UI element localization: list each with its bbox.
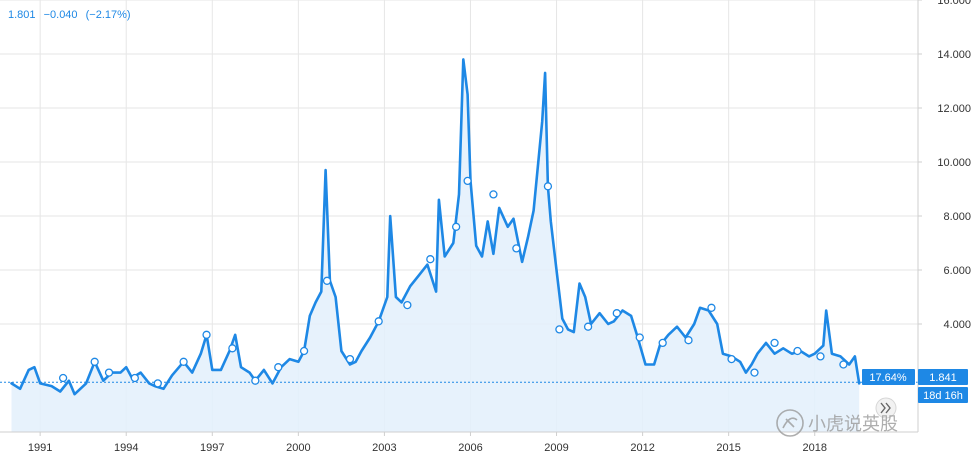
data-marker bbox=[104, 368, 114, 377]
data-marker bbox=[251, 376, 260, 385]
x-tick-label: 1997 bbox=[200, 442, 224, 454]
y-tick-label: 4.000 bbox=[943, 319, 971, 331]
y-tick-label: 10.000 bbox=[937, 157, 971, 169]
data-marker bbox=[635, 333, 644, 342]
y-tick-label: 8.000 bbox=[943, 211, 971, 223]
data-marker bbox=[374, 317, 383, 326]
y-tick-label: 16.000 bbox=[937, 0, 971, 7]
legend: 1.801 −0.040 (−2.17%) bbox=[8, 9, 131, 21]
tiger-paw-icon bbox=[782, 417, 798, 429]
data-marker bbox=[130, 373, 139, 383]
x-axis-ticks: 1991 1994 1997 2000 2003 2006 2009 2012 2015 2018 bbox=[28, 432, 827, 454]
data-marker bbox=[816, 352, 825, 361]
countdown-badge: 18d 16h bbox=[918, 387, 968, 403]
x-tick-label: 1991 bbox=[28, 442, 52, 454]
data-marker bbox=[555, 325, 564, 334]
x-tick-label: 2015 bbox=[716, 442, 740, 454]
pct-badge: 17.64% bbox=[862, 369, 915, 385]
y-axis-ticks: 4.000 6.000 8.000 10.000 12.000 14.000 16.000 bbox=[918, 0, 971, 331]
data-marker bbox=[202, 330, 211, 339]
data-marker bbox=[658, 338, 667, 348]
legend-value: 1.801 bbox=[8, 9, 36, 21]
data-marker bbox=[426, 255, 435, 264]
legend-pct: (−2.17%) bbox=[86, 9, 131, 21]
data-marker bbox=[322, 276, 332, 285]
data-marker bbox=[179, 357, 188, 366]
data-marker bbox=[543, 182, 553, 191]
data-marker bbox=[451, 222, 461, 231]
series-line bbox=[10, 58, 861, 396]
x-tick-label: 2012 bbox=[630, 442, 654, 454]
data-marker bbox=[612, 309, 621, 318]
data-marker bbox=[463, 176, 472, 186]
data-marker bbox=[153, 379, 162, 388]
data-marker bbox=[58, 373, 68, 383]
x-tick-label: 2003 bbox=[372, 442, 396, 454]
data-marker bbox=[90, 357, 99, 366]
markers bbox=[58, 176, 848, 388]
scroll-right-button[interactable] bbox=[875, 397, 897, 419]
data-marker bbox=[684, 336, 693, 345]
data-marker bbox=[839, 360, 848, 369]
price-badge: 1.841 bbox=[918, 369, 968, 385]
y-tick-label: 14.000 bbox=[937, 49, 971, 61]
legend-change: −0.040 bbox=[44, 9, 78, 21]
countdown-badge-text: 18d 16h bbox=[923, 390, 963, 402]
y-tick-label: 12.000 bbox=[937, 103, 971, 115]
y-tick-label: 6.000 bbox=[943, 265, 971, 277]
watermark-text: 小虎说英股 bbox=[808, 414, 898, 435]
x-tick-label: 2000 bbox=[286, 442, 310, 454]
data-marker bbox=[583, 322, 593, 331]
data-marker bbox=[750, 368, 759, 377]
x-tick-label: 2006 bbox=[458, 442, 482, 454]
data-marker bbox=[727, 354, 736, 364]
data-marker bbox=[274, 363, 283, 372]
x-tick-label: 2018 bbox=[802, 442, 826, 454]
data-marker bbox=[299, 346, 309, 356]
data-marker bbox=[403, 300, 412, 310]
data-marker bbox=[770, 338, 779, 348]
x-tick-label: 1994 bbox=[114, 442, 138, 454]
x-tick-label: 2009 bbox=[544, 442, 568, 454]
data-marker bbox=[793, 346, 802, 356]
data-marker bbox=[489, 190, 498, 199]
data-marker bbox=[512, 244, 521, 253]
double-chevron-right-icon bbox=[880, 402, 891, 414]
watermark: 小虎说英股 bbox=[776, 409, 898, 437]
data-marker bbox=[228, 344, 237, 353]
data-marker bbox=[707, 303, 716, 312]
series-area bbox=[11, 59, 860, 433]
pct-badge-text: 17.64% bbox=[869, 372, 907, 384]
price-badge-text: 1.841 bbox=[929, 372, 957, 384]
data-marker bbox=[345, 354, 355, 364]
